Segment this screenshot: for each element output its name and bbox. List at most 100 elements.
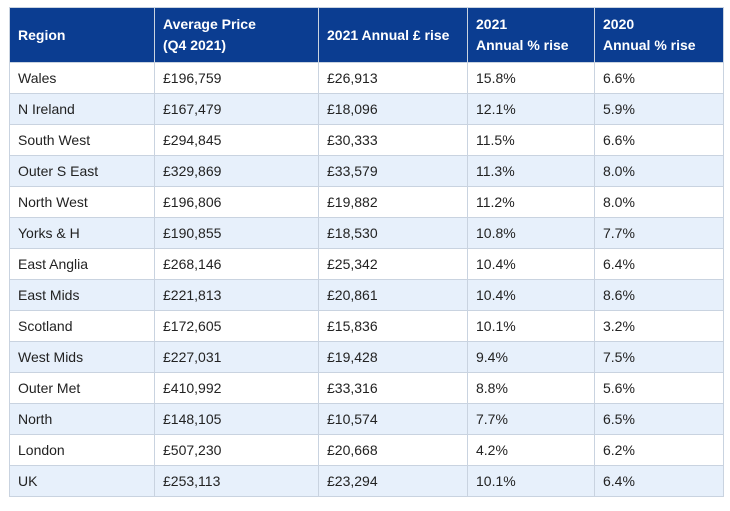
header-line: Annual % rise [603, 37, 696, 53]
cell-2021-pound-rise: £25,342 [318, 248, 468, 280]
cell-2020-percent-rise: 7.7% [594, 217, 724, 249]
cell-2020-percent-rise: 5.6% [594, 372, 724, 404]
cell-average-price: £167,479 [154, 93, 319, 125]
cell-region: Wales [9, 62, 155, 94]
cell-2020-percent-rise: 6.4% [594, 465, 724, 497]
header-2021-annual-pound-rise: 2021 Annual £ rise [318, 7, 468, 63]
cell-2020-percent-rise: 7.5% [594, 341, 724, 373]
table-body: Wales £196,759 £26,913 15.8% 6.6% N Ireland £1… [9, 62, 724, 497]
cell-2021-pound-rise: £20,668 [318, 434, 468, 466]
cell-region: Outer S East [9, 155, 155, 187]
cell-average-price: £190,855 [154, 217, 319, 249]
cell-2021-percent-rise: 10.1% [467, 310, 595, 342]
cell-region: South West [9, 124, 155, 156]
table-row: South West £294,845 £30,333 11.5% 6.6% [9, 124, 724, 156]
cell-2021-percent-rise: 7.7% [467, 403, 595, 435]
cell-region: Outer Met [9, 372, 155, 404]
cell-2021-pound-rise: £30,333 [318, 124, 468, 156]
cell-average-price: £172,605 [154, 310, 319, 342]
cell-2021-percent-rise: 4.2% [467, 434, 595, 466]
table-header: Region Average Price (Q4 2021) 2021 Annu… [9, 7, 724, 63]
cell-2021-pound-rise: £19,882 [318, 186, 468, 218]
header-average-price: Average Price (Q4 2021) [154, 7, 319, 63]
cell-region: North West [9, 186, 155, 218]
table-row: UK £253,113 £23,294 10.1% 6.4% [9, 465, 724, 497]
table-row: Outer S East £329,869 £33,579 11.3% 8.0% [9, 155, 724, 187]
cell-average-price: £221,813 [154, 279, 319, 311]
cell-region: North [9, 403, 155, 435]
cell-2021-percent-rise: 10.4% [467, 248, 595, 280]
cell-region: Yorks & H [9, 217, 155, 249]
cell-2020-percent-rise: 8.0% [594, 186, 724, 218]
cell-region: Scotland [9, 310, 155, 342]
cell-region: N Ireland [9, 93, 155, 125]
cell-2020-percent-rise: 3.2% [594, 310, 724, 342]
table-row: East Mids £221,813 £20,861 10.4% 8.6% [9, 279, 724, 311]
cell-average-price: £196,806 [154, 186, 319, 218]
cell-2021-pound-rise: £15,836 [318, 310, 468, 342]
cell-2021-percent-rise: 11.5% [467, 124, 595, 156]
cell-2020-percent-rise: 6.4% [594, 248, 724, 280]
cell-region: East Anglia [9, 248, 155, 280]
cell-region: UK [9, 465, 155, 497]
cell-2021-pound-rise: £19,428 [318, 341, 468, 373]
table-row: Scotland £172,605 £15,836 10.1% 3.2% [9, 310, 724, 342]
cell-2020-percent-rise: 8.0% [594, 155, 724, 187]
table-row: Yorks & H £190,855 £18,530 10.8% 7.7% [9, 217, 724, 249]
cell-2021-percent-rise: 10.4% [467, 279, 595, 311]
cell-2021-percent-rise: 15.8% [467, 62, 595, 94]
table-row: N Ireland £167,479 £18,096 12.1% 5.9% [9, 93, 724, 125]
table-row: North £148,105 £10,574 7.7% 6.5% [9, 403, 724, 435]
table-row: North West £196,806 £19,882 11.2% 8.0% [9, 186, 724, 218]
cell-2021-percent-rise: 10.1% [467, 465, 595, 497]
header-line: 2021 [476, 16, 508, 32]
cell-average-price: £329,869 [154, 155, 319, 187]
header-2020-annual-percent-rise: 2020 Annual % rise [594, 7, 724, 63]
cell-2021-percent-rise: 12.1% [467, 93, 595, 125]
cell-2021-pound-rise: £33,316 [318, 372, 468, 404]
cell-2020-percent-rise: 6.6% [594, 62, 724, 94]
cell-2021-pound-rise: £10,574 [318, 403, 468, 435]
cell-2021-percent-rise: 9.4% [467, 341, 595, 373]
cell-2020-percent-rise: 5.9% [594, 93, 724, 125]
cell-2021-percent-rise: 11.3% [467, 155, 595, 187]
table-row: West Mids £227,031 £19,428 9.4% 7.5% [9, 341, 724, 373]
header-line: Region [18, 26, 66, 43]
cell-average-price: £294,845 [154, 124, 319, 156]
cell-2020-percent-rise: 6.5% [594, 403, 724, 435]
cell-2021-pound-rise: £26,913 [318, 62, 468, 94]
table-row: East Anglia £268,146 £25,342 10.4% 6.4% [9, 248, 724, 280]
cell-2020-percent-rise: 6.2% [594, 434, 724, 466]
header-line: Annual % rise [476, 37, 569, 53]
table-row: Wales £196,759 £26,913 15.8% 6.6% [9, 62, 724, 94]
house-price-table-container: Region Average Price (Q4 2021) 2021 Annu… [9, 7, 724, 497]
table-row: Outer Met £410,992 £33,316 8.8% 5.6% [9, 372, 724, 404]
cell-2021-percent-rise: 10.8% [467, 217, 595, 249]
table-row: London £507,230 £20,668 4.2% 6.2% [9, 434, 724, 466]
cell-average-price: £253,113 [154, 465, 319, 497]
cell-region: East Mids [9, 279, 155, 311]
header-row: Region Average Price (Q4 2021) 2021 Annu… [9, 7, 724, 63]
cell-average-price: £268,146 [154, 248, 319, 280]
cell-average-price: £227,031 [154, 341, 319, 373]
cell-average-price: £410,992 [154, 372, 319, 404]
cell-2021-pound-rise: £23,294 [318, 465, 468, 497]
cell-average-price: £148,105 [154, 403, 319, 435]
header-line: (Q4 2021) [163, 37, 227, 53]
header-2021-annual-percent-rise: 2021 Annual % rise [467, 7, 595, 63]
cell-region: London [9, 434, 155, 466]
header-line: 2020 [603, 16, 635, 32]
cell-average-price: £507,230 [154, 434, 319, 466]
header-line: 2021 Annual £ rise [327, 26, 450, 43]
cell-average-price: £196,759 [154, 62, 319, 94]
header-region: Region [9, 7, 155, 63]
cell-2020-percent-rise: 6.6% [594, 124, 724, 156]
cell-2021-pound-rise: £20,861 [318, 279, 468, 311]
cell-region: West Mids [9, 341, 155, 373]
cell-2021-pound-rise: £33,579 [318, 155, 468, 187]
cell-2021-percent-rise: 8.8% [467, 372, 595, 404]
header-line: Average Price [163, 16, 256, 32]
cell-2021-pound-rise: £18,530 [318, 217, 468, 249]
cell-2021-pound-rise: £18,096 [318, 93, 468, 125]
cell-2021-percent-rise: 11.2% [467, 186, 595, 218]
